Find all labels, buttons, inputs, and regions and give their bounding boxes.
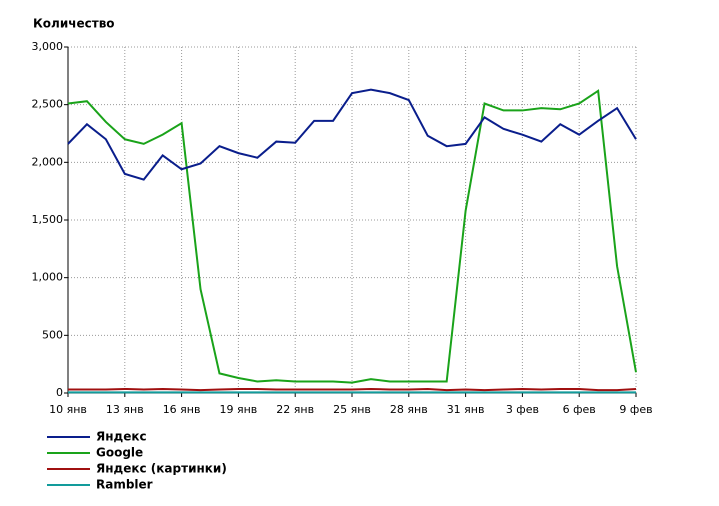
x-tick-label: 22 янв: [276, 403, 314, 416]
x-tick-label: 16 янв: [163, 403, 201, 416]
y-tick-label: 1,000: [32, 271, 64, 284]
series-line: [67, 89, 637, 384]
x-tick-label: 19 янв: [220, 403, 258, 416]
chart-title: Количество: [33, 17, 115, 31]
x-tick-label: 6 фев: [563, 403, 596, 416]
legend-label: Google: [96, 446, 143, 460]
x-tick-label: 13 янв: [106, 403, 144, 416]
y-tick-label: 2,500: [32, 98, 64, 111]
y-tick-label: 500: [42, 328, 63, 341]
x-tick-label: 25 янв: [333, 403, 371, 416]
legend-label: Яндекс: [96, 430, 147, 444]
y-tick-label: 2,000: [32, 155, 64, 168]
x-tick-label: 9 фев: [619, 403, 652, 416]
legend-label: Rambler: [96, 478, 153, 492]
y-tick-label: 3,000: [32, 40, 64, 53]
series-line: [67, 88, 637, 181]
legend-label: Яндекс (картинки): [96, 462, 227, 476]
x-tick-label: 10 янв: [49, 403, 87, 416]
y-tick-label: 0: [56, 386, 63, 399]
x-tick-label: 3 фев: [506, 403, 539, 416]
x-tick-label: 31 янв: [447, 403, 485, 416]
y-tick-label: 1,500: [32, 213, 64, 226]
x-tick-label: 28 янв: [390, 403, 428, 416]
series-line: [68, 387, 637, 392]
